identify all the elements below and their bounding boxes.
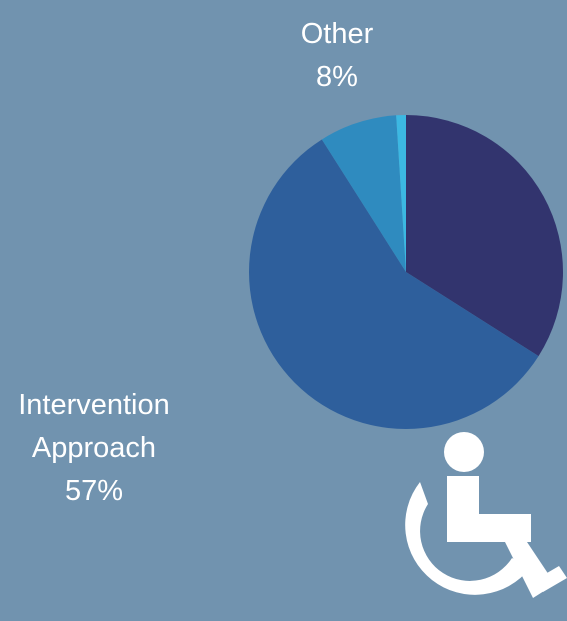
wheelchair-icon — [405, 432, 567, 598]
pie-slice — [396, 115, 406, 272]
category-label: Intervention Approach — [18, 389, 170, 464]
pie-slice — [249, 139, 539, 429]
pie-slice — [406, 115, 564, 357]
pie-slice — [321, 115, 406, 272]
value-label: 8% — [316, 61, 358, 93]
category-label: Other — [300, 18, 374, 50]
value-label: 57% — [64, 475, 124, 507]
